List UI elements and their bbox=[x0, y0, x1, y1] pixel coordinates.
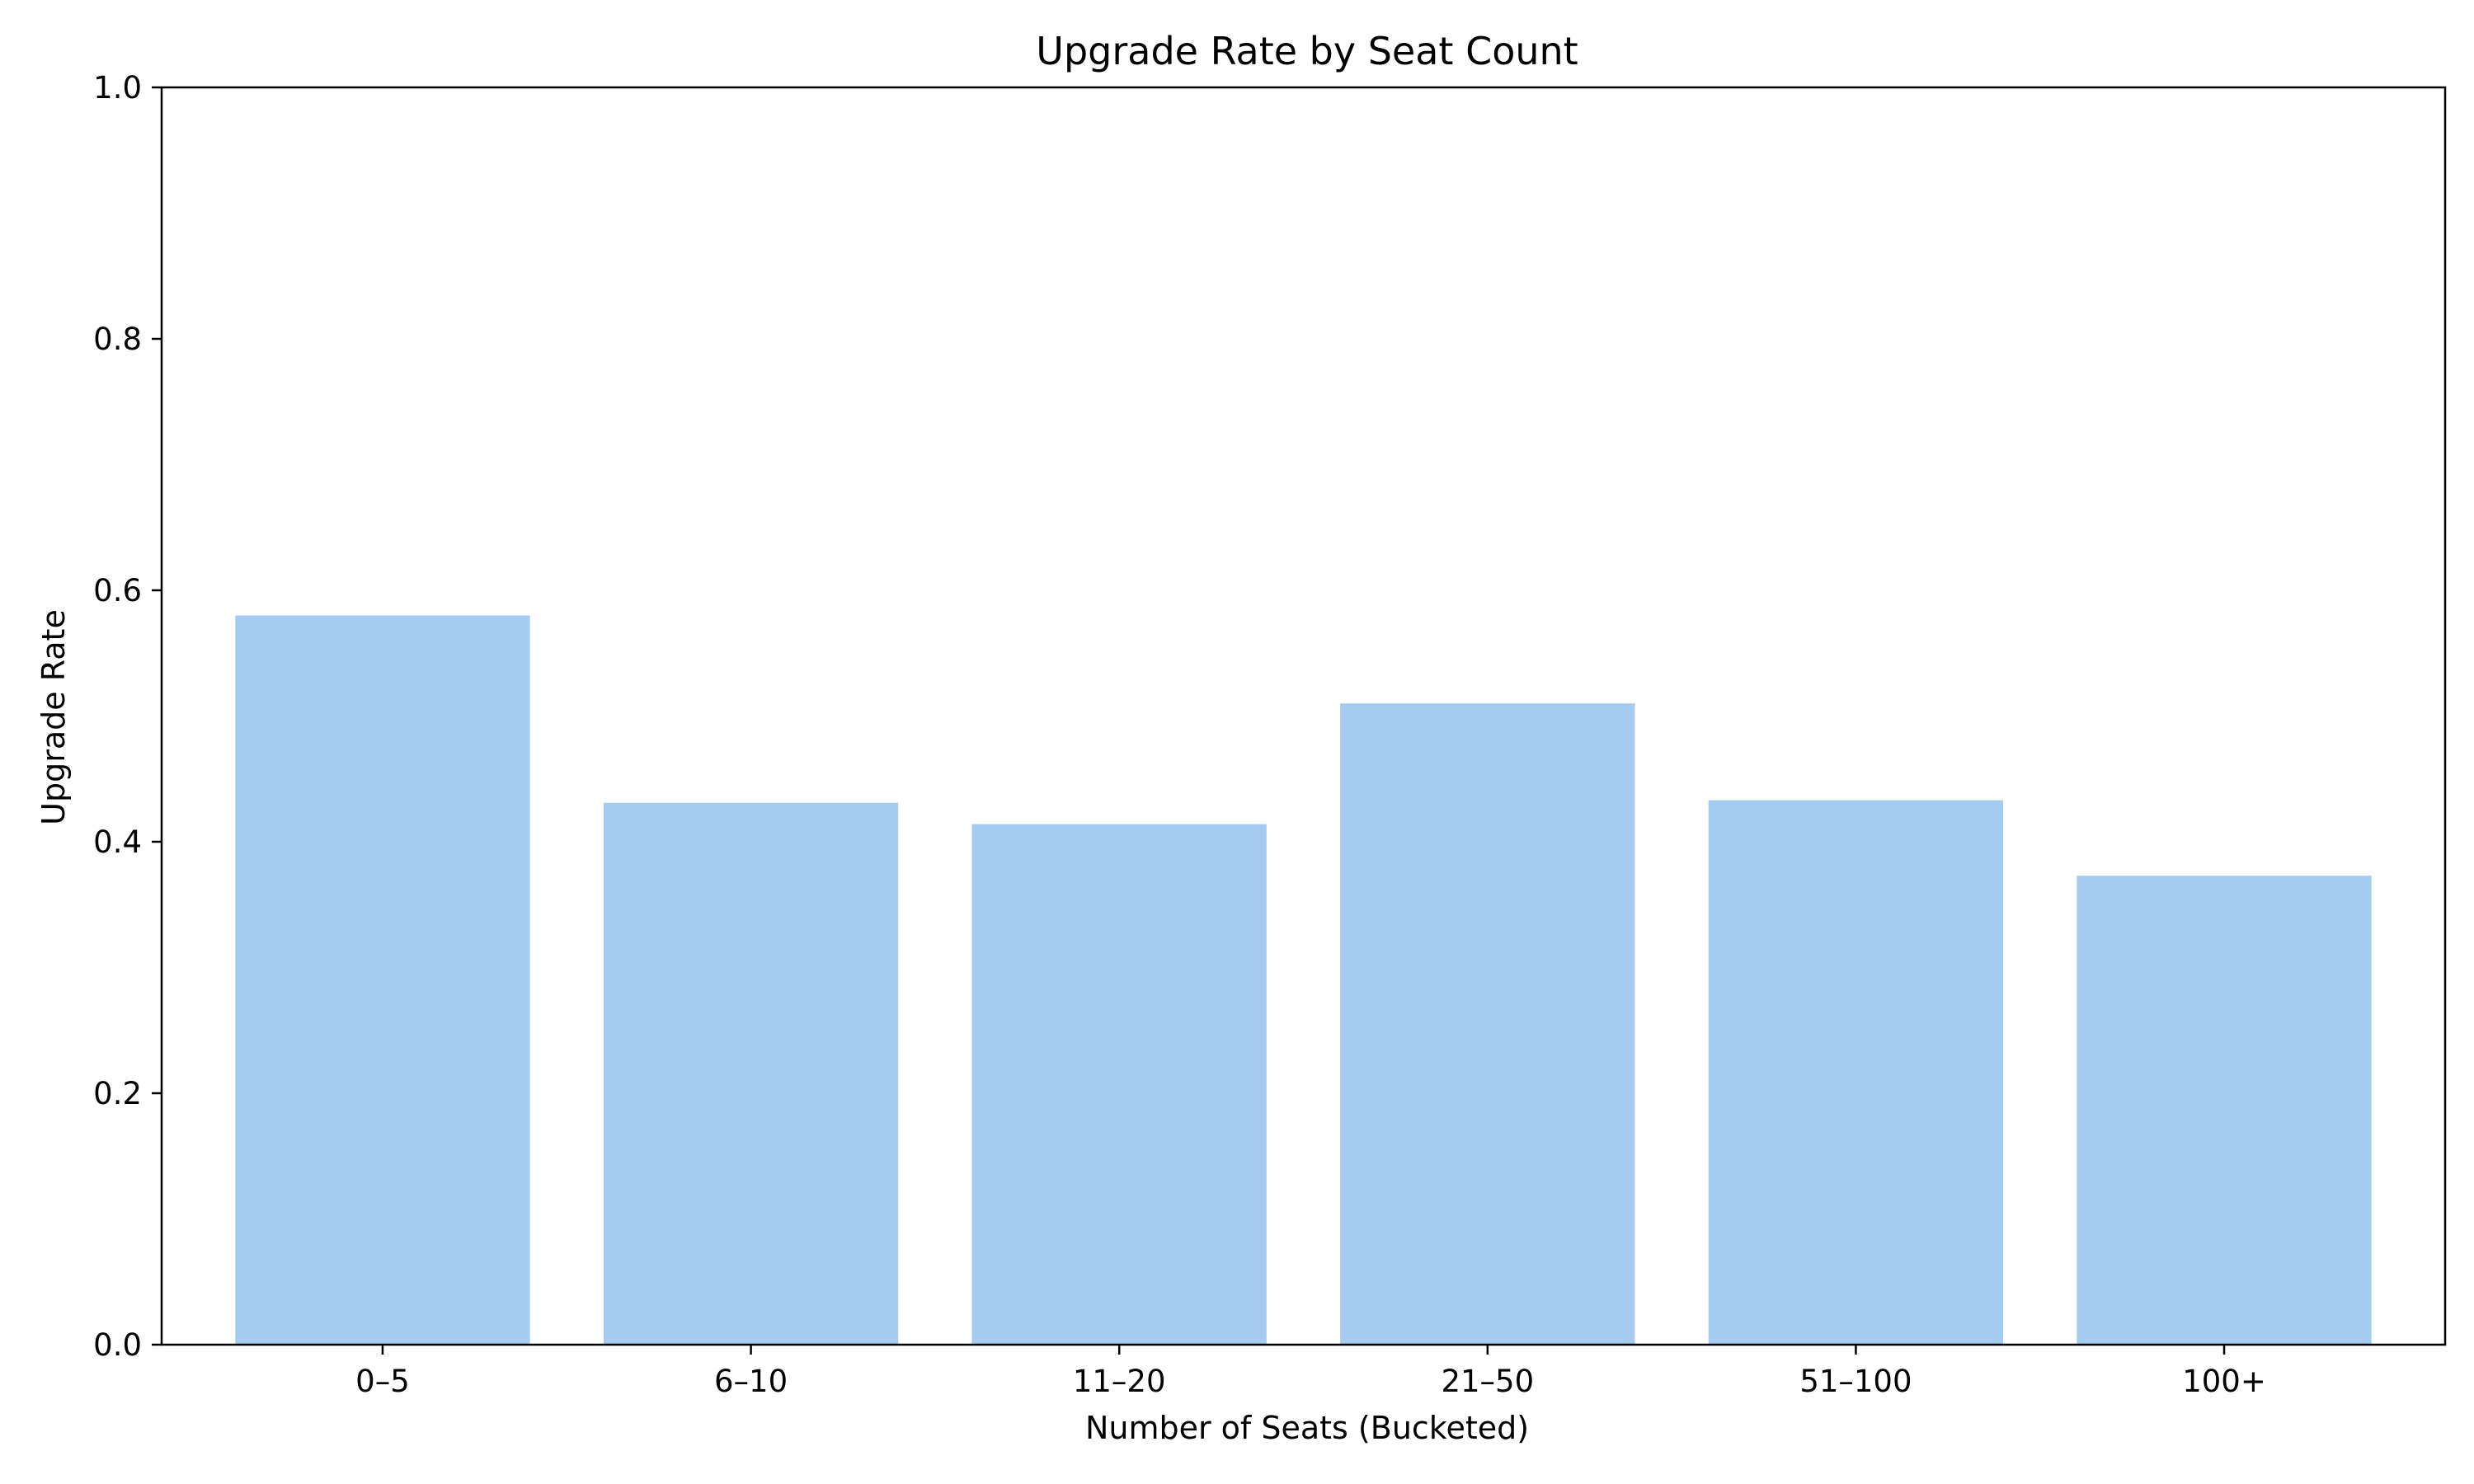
x-tick-label: 51–100 bbox=[1799, 1364, 1912, 1399]
bar-100+ bbox=[2077, 876, 2372, 1345]
y-tick-label: 0.0 bbox=[93, 1327, 142, 1363]
plot-area-frame bbox=[160, 86, 2447, 1346]
x-tick-label: 11–20 bbox=[1073, 1364, 1166, 1399]
y-tick-label: 1.0 bbox=[93, 70, 142, 106]
x-tick-label: 100+ bbox=[2182, 1364, 2266, 1399]
y-tick-label: 0.8 bbox=[93, 322, 142, 357]
x-tick-label: 6–10 bbox=[714, 1364, 788, 1399]
x-tick-label: 21–50 bbox=[1441, 1364, 1534, 1399]
chart-title: Upgrade Rate by Seat Count bbox=[1036, 29, 1578, 73]
y-axis-ticks: 0.0 0.2 0.4 0.6 0.8 1.0 bbox=[93, 70, 162, 1363]
x-axis-ticks: 0–5 6–10 11–20 21–50 51–100 100+ bbox=[355, 1345, 2266, 1399]
bar-51–100 bbox=[1708, 800, 2004, 1345]
y-axis-label: Upgrade Rate bbox=[35, 609, 72, 825]
bar-6–10 bbox=[603, 802, 899, 1345]
bar-21–50 bbox=[1340, 703, 1635, 1345]
bar-0–5 bbox=[235, 615, 530, 1345]
x-tick-label: 0–5 bbox=[355, 1364, 410, 1399]
y-tick-label: 0.2 bbox=[93, 1076, 142, 1111]
y-tick-label: 0.6 bbox=[93, 573, 142, 608]
x-axis-label: Number of Seats (Bucketed) bbox=[1085, 1410, 1529, 1446]
bars-layer bbox=[235, 615, 2372, 1345]
y-tick-label: 0.4 bbox=[93, 824, 142, 860]
bar-11–20 bbox=[971, 824, 1267, 1345]
